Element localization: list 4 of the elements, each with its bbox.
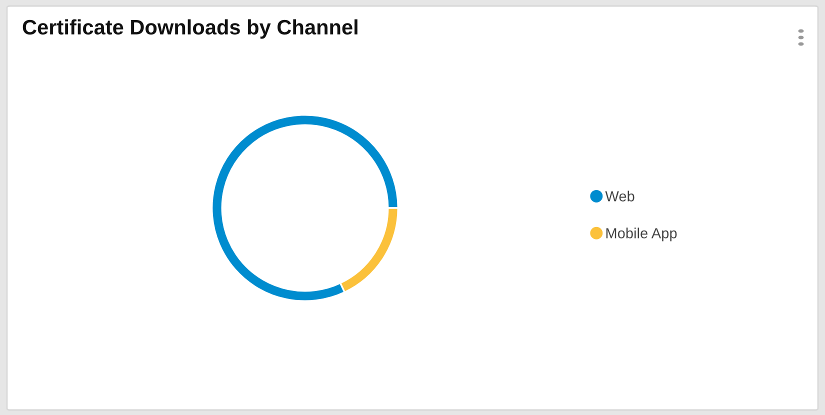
legend-label: Web — [605, 190, 634, 202]
legend-label: Mobile App — [606, 228, 677, 242]
donut-slice — [211, 114, 399, 302]
chart-title: Certificate Downloads by Channel — [22, 19, 358, 39]
